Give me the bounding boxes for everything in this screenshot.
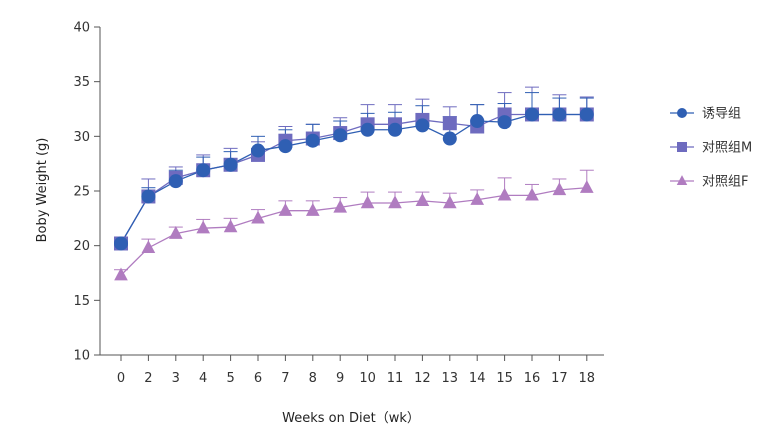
x-axis-title: Weeks on Diet（wk） xyxy=(282,411,420,426)
data-point xyxy=(579,180,594,193)
series-line xyxy=(120,113,587,244)
x-tick-label: 17 xyxy=(551,371,568,386)
x-tick-label: 15 xyxy=(496,371,513,386)
data-point xyxy=(168,174,183,189)
data-point xyxy=(251,210,265,224)
data-point xyxy=(114,236,128,251)
legend-item: 对照组F xyxy=(670,175,748,190)
data-point xyxy=(552,182,567,196)
data-point xyxy=(333,199,348,213)
data-point xyxy=(579,107,594,122)
data-point xyxy=(388,195,402,209)
x-tick-label: 6 xyxy=(254,371,262,386)
data-point xyxy=(223,219,238,233)
data-point xyxy=(223,157,238,172)
y-axis-title: Boby Weight (g) xyxy=(35,138,50,243)
data-point xyxy=(442,116,457,131)
data-point xyxy=(114,267,128,281)
x-tick-label: 11 xyxy=(387,371,404,386)
y-tick-label: 10 xyxy=(73,349,90,364)
axes: 10 15 20 25 30 35 40 0 2 3 4 5 6 7 8 9 10 11 12 13 14 15 16 17 1… xyxy=(73,21,604,386)
data-point xyxy=(251,143,265,158)
series-lines xyxy=(120,113,587,276)
y-tick-label: 30 xyxy=(73,130,90,145)
x-tick-label: 10 xyxy=(359,371,376,386)
data-point xyxy=(497,115,512,130)
data-point xyxy=(552,107,567,122)
data-point xyxy=(415,118,430,133)
legend-label: 诱导组 xyxy=(702,107,741,122)
data-point xyxy=(388,122,402,137)
legend-marker xyxy=(677,108,687,118)
data-point xyxy=(415,193,430,207)
x-tick-label: 12 xyxy=(414,371,431,386)
data-point xyxy=(442,131,457,146)
data-point xyxy=(333,128,348,143)
y-tick-label: 20 xyxy=(73,239,90,254)
legend-label: 对照组M xyxy=(702,141,752,156)
data-point xyxy=(305,133,320,148)
x-tick-label: 8 xyxy=(309,371,317,386)
data-point xyxy=(442,195,457,209)
x-tick-label: 7 xyxy=(281,371,289,386)
error-bars xyxy=(114,86,594,276)
data-point xyxy=(196,163,211,178)
data-point xyxy=(278,203,293,216)
x-tick-label: 5 xyxy=(226,371,234,386)
x-tick-label: 4 xyxy=(199,371,207,386)
data-point xyxy=(360,195,375,209)
data-point xyxy=(196,220,211,234)
legend-label: 对照组F xyxy=(702,175,748,190)
data-point xyxy=(497,187,512,201)
x-tick-label: 3 xyxy=(172,371,180,386)
y-tick-label: 35 xyxy=(73,75,90,90)
x-tick-label: 16 xyxy=(524,371,541,386)
data-point xyxy=(360,122,375,137)
data-point xyxy=(470,192,485,205)
y-tick-label: 40 xyxy=(73,21,90,36)
x-tick-label: 0 xyxy=(117,371,125,386)
x-tick-label: 18 xyxy=(579,371,596,386)
data-point xyxy=(525,107,539,122)
legend-marker xyxy=(677,142,687,152)
legend-item: 诱导组 xyxy=(670,107,741,122)
x-tick-label: 2 xyxy=(144,371,152,386)
data-point xyxy=(168,225,183,239)
data-point xyxy=(470,114,485,129)
legend-item: 对照组M xyxy=(670,141,752,156)
x-tick-label: 9 xyxy=(336,371,344,386)
data-point xyxy=(525,187,539,201)
series-markers xyxy=(114,107,594,281)
series-line xyxy=(120,187,587,276)
legend-marker xyxy=(676,175,688,185)
y-tick-label: 25 xyxy=(73,185,90,200)
data-point xyxy=(141,189,156,204)
y-tick-label: 15 xyxy=(73,294,90,309)
series-line xyxy=(120,113,587,244)
data-point xyxy=(305,203,320,216)
data-point xyxy=(278,139,293,154)
x-tick-label: 13 xyxy=(442,371,459,386)
x-tick-label: 14 xyxy=(469,371,486,386)
data-point xyxy=(141,240,156,254)
